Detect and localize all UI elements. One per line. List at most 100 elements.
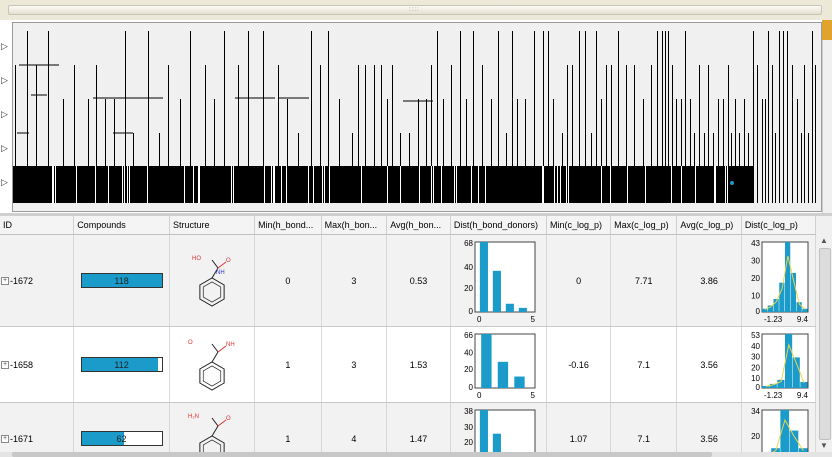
hist-bar <box>802 308 808 312</box>
benzene-ring <box>199 434 225 452</box>
compounds-bar-fill <box>81 432 124 445</box>
dendrogram-canvas[interactable] <box>12 22 822 212</box>
hist-bar <box>800 381 808 388</box>
arrow-down-icon[interactable]: ▼ <box>820 441 828 450</box>
hist-y-tick: 20 <box>465 284 474 293</box>
hist-bar <box>762 385 770 388</box>
hist-bar <box>779 282 785 312</box>
column-header-max-hbd[interactable]: Max(h_bon... <box>321 216 388 235</box>
table-row[interactable]: + -1658 112 O NH 1 3 1.53 66 40 20 0 0 5 -0.16 7.1 3.56 5… <box>0 326 816 403</box>
column-header-compounds[interactable]: Compounds <box>73 216 170 235</box>
clogp-histogram: 342010 <box>752 407 809 452</box>
grid-vertical-scrollbar[interactable]: ▲ ▼ <box>816 234 832 452</box>
cell-dist-hbd: 66 40 20 0 0 5 <box>450 326 548 403</box>
cell-min-clogp: -0.16 <box>546 326 612 403</box>
bond <box>211 259 219 268</box>
column-header-avg-clogp[interactable]: Avg(c_log_p) <box>676 216 742 235</box>
level-marker-icon[interactable]: ▷ <box>1 143 8 153</box>
horizontal-splitter[interactable] <box>0 213 832 216</box>
cell-avg-hbd: 0.53 <box>386 234 451 327</box>
column-header-avg-hbd[interactable]: Avg(h_bon... <box>386 216 451 235</box>
splitter-grip[interactable]: :::: <box>8 5 822 15</box>
plus-box-icon[interactable]: + <box>1 435 9 444</box>
cell-min-clogp: 1.07 <box>546 402 612 452</box>
hist-y-tick: 20 <box>752 432 761 441</box>
cell-avg-hbd: 1.53 <box>386 326 451 403</box>
grid-horizontal-scrollbar[interactable] <box>0 452 832 457</box>
bond <box>211 417 219 426</box>
hist-y-tick: 30 <box>752 352 761 361</box>
hist-bar <box>796 301 803 312</box>
cell-dist-clogp: 53 40 30 20 10 0 -1.23 9.4 <box>741 326 816 403</box>
hist-bar <box>498 361 509 388</box>
hist-bar <box>773 298 780 312</box>
arrow-up-icon[interactable]: ▲ <box>820 236 828 245</box>
column-header-dist-clogp[interactable]: Dist(c_log_p) <box>741 216 816 235</box>
cell-max-clogp: 7.71 <box>610 234 678 327</box>
compounds-bar: 62 <box>80 431 163 446</box>
hist-x-tick: 9.4 <box>797 391 809 400</box>
level-marker-icon[interactable]: ▷ <box>1 109 8 119</box>
cell-dist-hbd: 68 40 20 0 0 5 <box>450 234 548 327</box>
cell-dist-clogp: 342010 <box>741 402 816 452</box>
cell-compounds: 62 <box>73 402 170 452</box>
cell-dist-hbd: 38302010 <box>450 402 548 452</box>
compounds-bar: 112 <box>80 357 163 372</box>
hist-y-tick: 53 <box>752 331 761 340</box>
clogp-histogram: 43 30 20 10 0-1.23 9.4 <box>752 239 809 324</box>
column-header-min-clogp[interactable]: Min(c_log_p) <box>546 216 612 235</box>
dendro-selected-marker <box>730 181 734 185</box>
cell-id[interactable]: + -1658 <box>0 326 75 403</box>
level-marker-icon[interactable]: ▷ <box>1 177 8 187</box>
cell-id[interactable]: + -1671 <box>0 402 75 452</box>
hist-bar <box>768 304 774 312</box>
column-header-max-clogp[interactable]: Max(c_log_p) <box>610 216 678 235</box>
column-header-structure[interactable]: Structure <box>169 216 256 235</box>
molecule-structure: HO ONH <box>192 256 231 307</box>
cell-structure: H₂N O <box>169 402 256 452</box>
plus-box-icon[interactable]: + <box>1 277 9 286</box>
scroll-thumb[interactable] <box>819 248 831 440</box>
hist-y-tick: 66 <box>465 331 474 340</box>
cell-avg-hbd: 1.47 <box>386 402 451 452</box>
bond <box>217 345 227 352</box>
column-header-min-hbd[interactable]: Min(h_bond... <box>254 216 322 235</box>
hist-bar <box>493 270 502 312</box>
plus-box-icon[interactable]: + <box>1 361 9 370</box>
results-table: ID Compounds Structure Min(h_bond... Max(h_b… <box>0 216 816 452</box>
cell-compounds: 118 <box>73 234 170 327</box>
table-row[interactable]: +-167162H₂NO141.47383020101.077.13.56342… <box>0 402 816 452</box>
atom-label: O <box>226 258 231 264</box>
cell-avg-clogp: 3.56 <box>676 326 742 403</box>
molecule-structure: H₂N O <box>188 414 231 452</box>
row-id: 1671 <box>13 433 34 444</box>
compounds-count: 118 <box>114 276 129 286</box>
dendrogram-panel: ▷ ▷ ▷ ▷ ▷ <box>0 20 822 213</box>
cell-id[interactable]: + -1672 <box>0 234 75 327</box>
column-header-id[interactable]: ID <box>0 216 75 235</box>
bond <box>211 267 219 278</box>
hist-y-tick: 40 <box>752 341 761 350</box>
hist-y-tick: 40 <box>465 263 474 272</box>
hist-y-tick: 0 <box>469 383 474 392</box>
data-grid[interactable]: ID Compounds Structure Min(h_bond... Max(h_b… <box>0 216 816 452</box>
density-line <box>771 418 805 452</box>
level-marker-icon[interactable]: ▷ <box>1 75 8 85</box>
hist-x-tick: 0 <box>477 391 482 400</box>
column-header-dist-hbd[interactable]: Dist(h_bond_donors) <box>450 216 548 235</box>
atom-label: NH <box>216 270 225 276</box>
hbd-histogram: 68 40 20 00 5 <box>465 239 536 324</box>
cell-max-hbd: 3 <box>321 234 388 327</box>
level-marker-icon[interactable]: ▷ <box>1 41 8 51</box>
row-id: 1658 <box>13 359 34 370</box>
hist-y-tick: 20 <box>752 274 761 283</box>
dendrogram-tree[interactable] <box>13 23 821 211</box>
scroll-thumb[interactable] <box>12 452 712 457</box>
hist-bar <box>480 409 489 452</box>
table-row[interactable]: + -1672 118 HO O NH 0 3 0.53 68 40 20 0 0 5 0 7.71 3.86 43… <box>0 234 816 327</box>
dendrogram-scrollbar[interactable] <box>822 40 832 213</box>
atom-label: O <box>226 416 231 422</box>
hist-bar <box>493 433 502 452</box>
tree-connector: - <box>10 433 13 444</box>
